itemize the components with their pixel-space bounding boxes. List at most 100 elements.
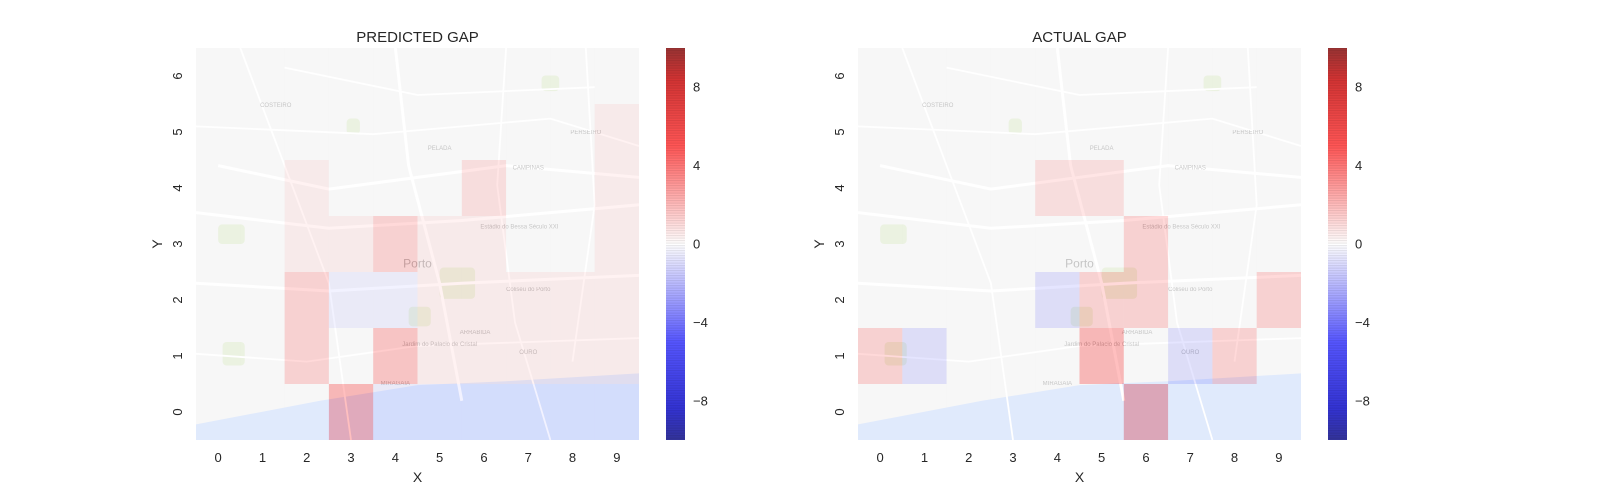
heatmap-panel-1: COSTEIRO PELADA PERSEIRO CAMPINAS Porto ARRAB… [149,29,708,485]
heatmap-cell [1123,272,1169,328]
heatmap-cell [902,272,947,328]
y-tick-label: 6 [832,72,847,79]
heatmap-cell [550,272,595,328]
map-street [946,66,1257,96]
heatmap-cell [1256,216,1301,272]
heatmap-cell [240,104,285,160]
map-street [196,337,639,363]
heatmap-cell [1035,160,1080,216]
heatmap-cell [1123,104,1169,160]
map-street [571,48,596,362]
y-tick-label: 4 [832,184,847,191]
heatmap-cell [858,216,903,272]
heatmap-cell [594,160,639,216]
map-label: Estádio do Bessa Século XXI [480,224,558,230]
heatmap-cell [506,48,551,104]
colorbar-tick-label: 8 [693,80,700,95]
heatmap-cell [1079,384,1124,440]
map-park [346,118,360,135]
map-label: ARRABIDA [1122,330,1153,336]
x-tick-label: 8 [569,450,576,465]
y-tick-label: 3 [170,240,185,247]
heatmap-cell [461,384,507,440]
heatmap-cell [328,160,374,216]
heatmap-cell [328,328,374,384]
heatmap-cell [550,48,595,104]
x-tick-label: 4 [1054,450,1061,465]
heatmap-cell [902,384,947,440]
map-label: Coliseu do Porto [1168,287,1213,293]
heatmap-panel-2: COSTEIRO PELADA PERSEIRO CAMPINAS Porto ARRAB… [811,29,1370,485]
map-label: Porto [403,257,432,271]
map-street [1233,48,1258,362]
heatmap-cell [373,328,418,384]
heatmap-cell [373,104,418,160]
heatmap-cell [1079,216,1124,272]
heatmap-cell [990,104,1036,160]
heatmap-cell [902,48,947,104]
x-tick-label: 1 [259,450,266,465]
heatmap-cell [240,48,285,104]
x-tick-label: 8 [1231,450,1238,465]
heatmap-cell [328,272,374,328]
heatmap-cell [1212,104,1257,160]
heatmap-cell [1035,216,1080,272]
heatmap-cell [373,160,418,216]
colorbar-lines [1328,48,1347,440]
heatmap-cell [1123,328,1169,384]
heatmap-cell [1123,48,1169,104]
map-street [879,164,1301,191]
heatmap-cell [1035,328,1080,384]
heatmap-cell [417,272,462,328]
heatmap-cell [990,328,1036,384]
heatmap-cell [461,328,507,384]
heatmap-cell [946,328,991,384]
heatmap-cell [506,216,551,272]
map-park [218,224,245,244]
heatmap-cell [417,48,462,104]
heatmap-cell [1212,384,1257,440]
map-label: CAMPINAS [1175,166,1206,172]
heatmap-cell [550,160,595,216]
heatmap-cell [461,104,507,160]
map-label: Jardim do Palacio de Cristal [402,342,477,348]
heatmap-cell [1168,48,1213,104]
map-park [541,75,560,92]
x-tick-label: 5 [1098,450,1105,465]
heatmap-cell [990,160,1036,216]
heatmap-cell [858,384,903,440]
heatmap-cell [1256,160,1301,216]
y-tick-label: 5 [170,128,185,135]
heatmap-cell [990,216,1036,272]
heatmap-cell [1079,48,1124,104]
heatmap-cell [1212,216,1257,272]
heatmap-cell [328,104,374,160]
heatmap-cell [1256,272,1301,328]
heatmap-cell [1168,272,1213,328]
x-axis-label: X [413,469,423,485]
heatmap-cell [196,272,241,328]
map-street [858,117,1301,147]
heatmap-cell [506,328,551,384]
heatmap-cell [858,48,903,104]
heatmap-cell [946,104,991,160]
heatmap-cell [417,216,462,272]
heatmap-cell [902,216,947,272]
heatmap-cell [461,160,507,216]
y-tick-label: 3 [832,240,847,247]
map-park [1070,306,1093,327]
heatmap-cell [1079,104,1124,160]
map-park [408,306,431,327]
map-park [222,342,245,366]
heatmap-cell [990,384,1036,440]
x-tick-label: 2 [303,450,310,465]
map-street [858,273,1301,293]
y-tick-label: 5 [832,128,847,135]
heatmap-cell [1079,272,1124,328]
heatmap-cell [284,48,329,104]
heatmap-cell [550,216,595,272]
heatmap-cell [284,384,329,440]
heatmap-cell [902,328,947,384]
x-tick-label: 6 [480,450,487,465]
heatmap-cell [594,104,639,160]
